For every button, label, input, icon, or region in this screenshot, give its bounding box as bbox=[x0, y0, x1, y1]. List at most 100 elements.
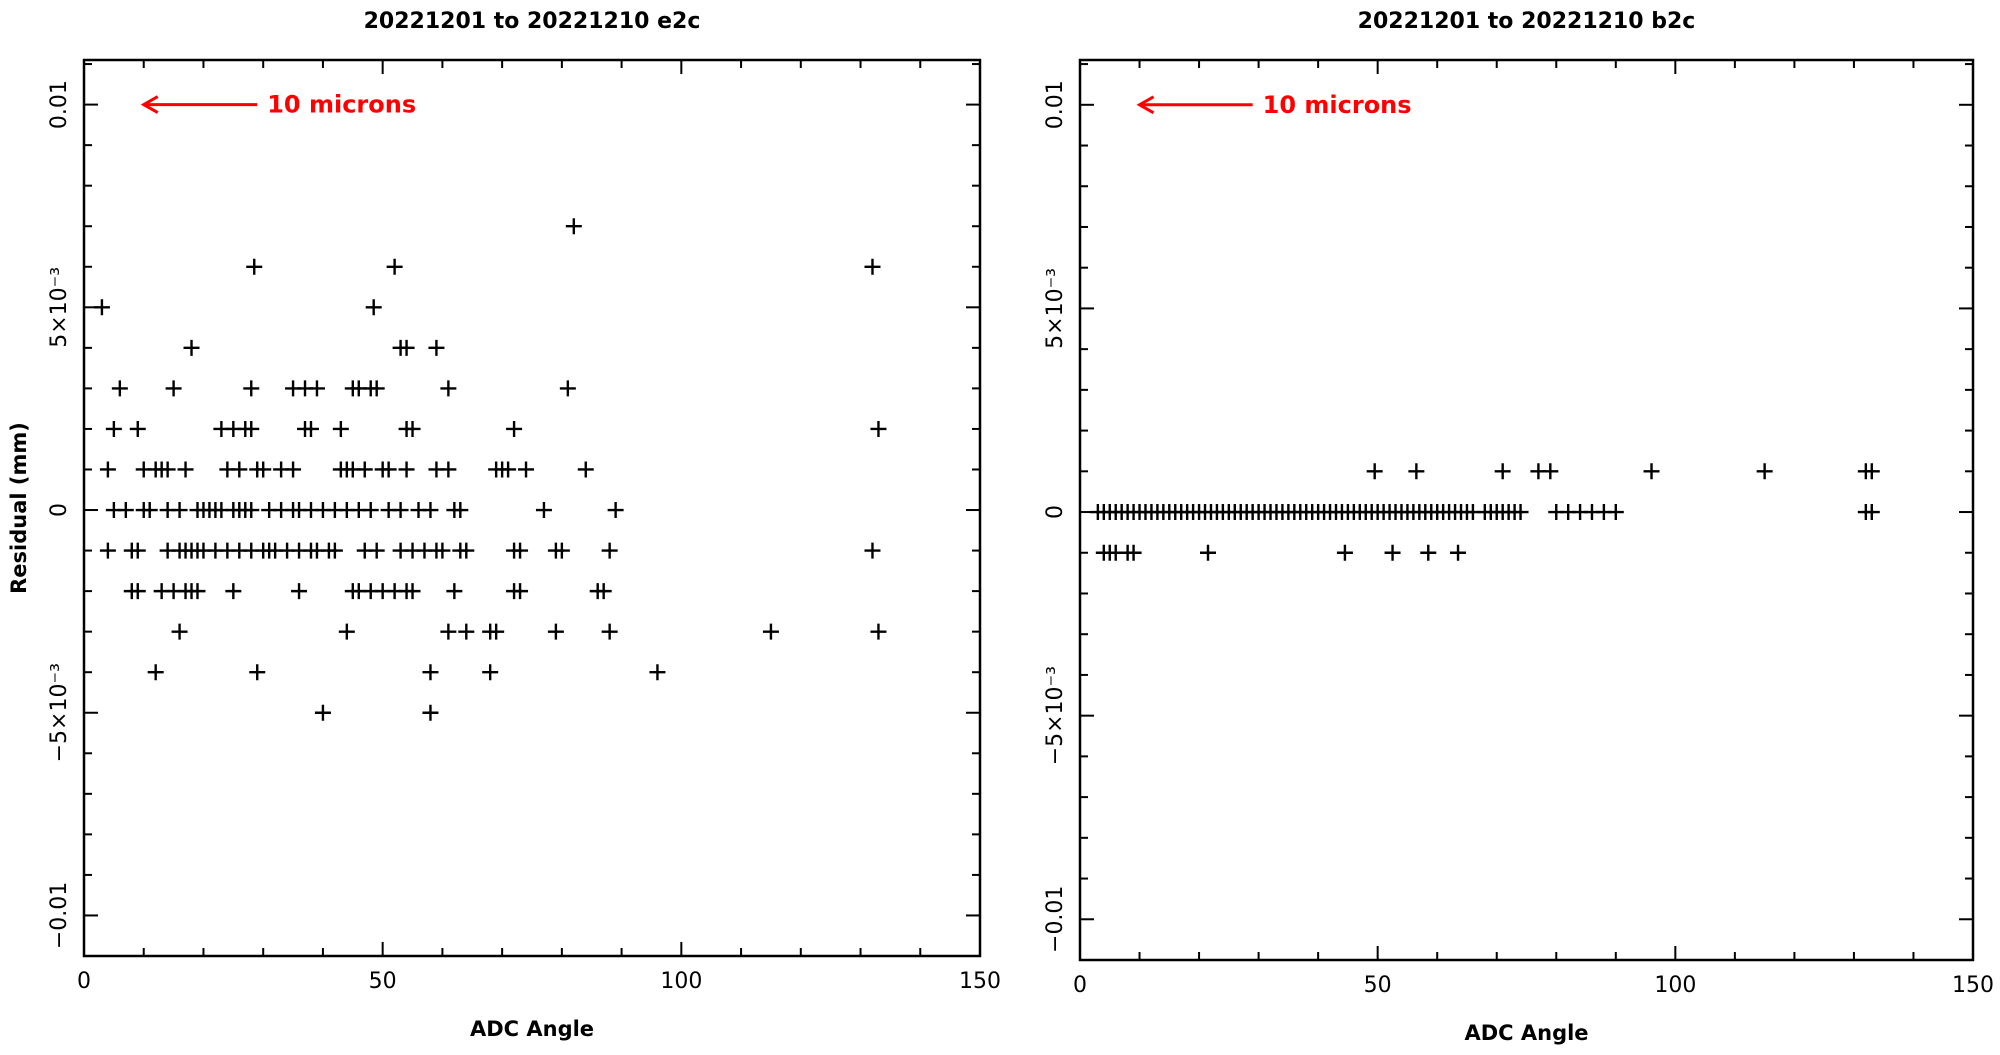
plot-b2c: 20221201 to 20221210 b2c 0 50 100 150 −0.01 −5… bbox=[1043, 9, 1994, 1045]
data-point bbox=[99, 542, 116, 559]
data-point bbox=[246, 258, 263, 275]
data-point bbox=[1125, 544, 1142, 561]
x-tick-label: 50 bbox=[369, 969, 397, 994]
data-point bbox=[553, 542, 570, 559]
data-point bbox=[392, 502, 409, 519]
data-point bbox=[1408, 463, 1425, 480]
data-point bbox=[1607, 504, 1624, 521]
data-point bbox=[1863, 463, 1880, 480]
data-point bbox=[285, 461, 302, 478]
x-axis-label: ADC Angle bbox=[1464, 1021, 1588, 1045]
x-tick-label: 100 bbox=[1654, 973, 1696, 998]
x-axis-label: ADC Angle bbox=[470, 1017, 594, 1041]
data-point bbox=[1542, 463, 1559, 480]
data-point bbox=[864, 542, 881, 559]
data-point bbox=[1420, 544, 1437, 561]
data-point bbox=[446, 583, 463, 600]
data-point bbox=[291, 583, 308, 600]
data-point bbox=[255, 461, 272, 478]
data-point bbox=[314, 704, 331, 721]
data-point bbox=[165, 380, 182, 397]
data-point bbox=[111, 380, 128, 397]
y-tick-label: −0.01 bbox=[47, 882, 72, 949]
data-point bbox=[601, 542, 618, 559]
data-point bbox=[1643, 463, 1660, 480]
data-point bbox=[1756, 463, 1773, 480]
data-point bbox=[500, 461, 517, 478]
data-point bbox=[243, 420, 260, 437]
data-point bbox=[595, 583, 612, 600]
data-point bbox=[440, 461, 457, 478]
x-tick-label: 150 bbox=[959, 969, 1001, 994]
data-point bbox=[864, 258, 881, 275]
x-tick-label: 0 bbox=[1073, 973, 1087, 998]
data-point bbox=[1200, 544, 1216, 561]
y-tick-label: 0.01 bbox=[1043, 80, 1068, 129]
data-point bbox=[458, 623, 475, 640]
data-point bbox=[129, 583, 146, 600]
data-point bbox=[512, 583, 529, 600]
data-point bbox=[762, 623, 779, 640]
data-point bbox=[171, 502, 188, 519]
data-point bbox=[422, 502, 439, 519]
data-point bbox=[380, 461, 397, 478]
y-tick-label: 0.01 bbox=[47, 80, 72, 129]
data-point bbox=[302, 420, 319, 437]
data-point bbox=[428, 339, 445, 356]
data-point bbox=[565, 218, 582, 235]
data-point bbox=[1512, 504, 1529, 521]
data-point bbox=[404, 583, 421, 600]
x-tick-label: 100 bbox=[660, 969, 702, 994]
data-point bbox=[870, 420, 887, 437]
data-point bbox=[1366, 463, 1383, 480]
data-point bbox=[141, 502, 158, 519]
y-tick-label: −0.01 bbox=[1043, 886, 1068, 953]
plot-frame bbox=[82, 58, 982, 958]
data-point bbox=[225, 583, 242, 600]
data-point bbox=[99, 461, 116, 478]
data-point bbox=[482, 664, 499, 681]
data-point bbox=[183, 339, 200, 356]
data-point bbox=[506, 420, 523, 437]
y-tick-label: 5×10⁻³ bbox=[1043, 268, 1068, 349]
y-tick-label: 0 bbox=[47, 503, 72, 517]
data-point bbox=[159, 461, 176, 478]
data-point bbox=[177, 461, 194, 478]
data-point bbox=[870, 623, 887, 640]
data-point bbox=[452, 502, 469, 519]
data-point bbox=[93, 299, 110, 316]
data-point bbox=[338, 623, 355, 640]
data-point bbox=[1863, 504, 1880, 521]
data-point bbox=[129, 420, 146, 437]
data-point bbox=[458, 542, 475, 559]
plot-e2c: 20221201 to 20221210 e2c 0 50 100 150 −0.01 −5… bbox=[7, 9, 1001, 1041]
data-point bbox=[518, 461, 535, 478]
data-point bbox=[147, 664, 164, 681]
data-point bbox=[362, 502, 379, 519]
data-point bbox=[398, 339, 415, 356]
annotation-label: 10 microns bbox=[267, 91, 416, 119]
data-point bbox=[512, 542, 529, 559]
data-point bbox=[189, 583, 206, 600]
plot-frame bbox=[1078, 58, 1975, 962]
data-point bbox=[607, 502, 624, 519]
data-point bbox=[243, 502, 260, 519]
data-point bbox=[404, 420, 421, 437]
y-axis-label: Residual (mm) bbox=[7, 422, 31, 594]
data-point bbox=[1494, 463, 1511, 480]
data-point bbox=[649, 664, 666, 681]
data-point bbox=[332, 420, 349, 437]
data-point bbox=[308, 380, 325, 397]
x-tick-label: 50 bbox=[1364, 973, 1392, 998]
data-point bbox=[535, 502, 552, 519]
data-point bbox=[117, 502, 134, 519]
y-tick-label: −5×10⁻³ bbox=[1043, 666, 1068, 765]
data-point bbox=[129, 542, 146, 559]
annotation-arrowhead bbox=[1136, 95, 1155, 115]
annotation-arrowhead bbox=[140, 95, 159, 114]
data-point bbox=[171, 623, 188, 640]
data-point bbox=[1336, 544, 1353, 561]
data-point bbox=[231, 461, 248, 478]
data-point bbox=[547, 623, 564, 640]
